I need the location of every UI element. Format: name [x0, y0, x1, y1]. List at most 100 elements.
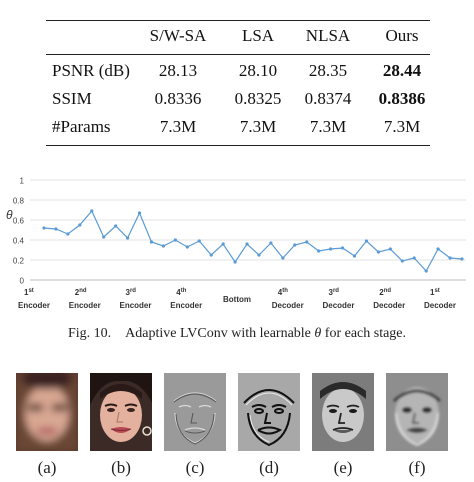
data-point — [102, 235, 106, 239]
data-point — [352, 254, 357, 258]
stage-ordinal: 3rd — [329, 288, 340, 297]
stage-ordinal: 4th — [176, 288, 186, 297]
table-cell: 28.13 — [158, 61, 198, 80]
table-cell-best: 0.8386 — [378, 89, 426, 108]
col-header-ours: Ours — [385, 26, 419, 45]
data-point — [149, 240, 154, 244]
data-point — [317, 249, 321, 253]
table-row-params: #Params 7.3M 7.3M 7.3M 7.3M — [46, 117, 430, 139]
data-point — [293, 243, 297, 247]
panel-label-f: (f) — [408, 458, 426, 477]
caption-theta: θ — [314, 326, 322, 341]
data-point — [126, 236, 130, 240]
panel-label-a: (a) — [37, 458, 57, 477]
stage-ordinal: 3rd — [126, 288, 137, 297]
stage-ordinal: 1st — [430, 288, 440, 297]
table-cell: 28.35 — [308, 61, 348, 80]
data-point — [66, 232, 70, 236]
stage-name: Decoder — [322, 301, 354, 310]
theta-series — [42, 209, 464, 273]
stage-name: Decoder — [272, 301, 304, 310]
stage-name: Decoder — [424, 301, 456, 310]
table-cell-best: 28.44 — [382, 61, 422, 80]
panel-label-b: (b) — [111, 458, 131, 477]
y-tick-label: 1 — [20, 177, 25, 186]
panel-label-c: (c) — [185, 458, 205, 477]
table-header-row: S/W-SA LSA NLSA Ours — [46, 26, 430, 48]
row-label: PSNR (dB) — [52, 61, 130, 80]
data-point — [305, 240, 309, 244]
data-point — [388, 247, 392, 251]
col-header-nlsa: NLSA — [305, 26, 351, 45]
data-point — [436, 247, 440, 251]
data-point — [233, 260, 237, 264]
panel-a-blurred-face — [16, 373, 78, 451]
stage-name: Decoder — [373, 301, 405, 310]
stage-name: Encoder — [119, 301, 151, 310]
col-header-sw-sa: S/W-SA — [149, 26, 207, 45]
stage-ordinal: 2nd — [75, 288, 87, 297]
panel-d-line-map — [238, 373, 300, 451]
panel-c-edge-map — [164, 373, 226, 451]
data-point — [197, 239, 201, 243]
data-point — [340, 246, 345, 250]
stage-name: Bottom — [223, 295, 251, 304]
col-header-lsa: LSA — [241, 26, 275, 45]
stage-name: Encoder — [170, 301, 202, 310]
data-point — [161, 244, 166, 248]
panel-label-d: (d) — [259, 458, 279, 477]
stage-labels: 1st Encoder 2nd Encoder 3rd Encoder 4th Encoder… — [18, 288, 456, 310]
panel-b-sharp-face — [90, 373, 152, 451]
series-line — [43, 209, 463, 273]
data-point — [281, 256, 285, 260]
stage-ordinal: 4th — [278, 288, 288, 297]
caption-text-post: for each stage. — [321, 326, 407, 341]
table-cell: 7.3M — [159, 117, 197, 136]
table-bottom-rule — [46, 145, 430, 147]
data-point — [400, 259, 404, 263]
data-point — [376, 250, 380, 254]
data-point — [221, 242, 225, 246]
figure-caption: Fig. 10. Adaptive LVConv with learnable θ… — [0, 326, 474, 342]
stage-ordinal: 2nd — [379, 288, 391, 297]
data-point — [412, 256, 416, 260]
table-row-psnr: PSNR (dB) 28.13 28.10 28.35 28.44 — [46, 61, 430, 83]
table-cell: 7.3M — [239, 117, 277, 136]
table-cell: 7.3M — [383, 117, 421, 136]
data-point — [257, 253, 261, 257]
row-label: SSIM — [52, 89, 92, 108]
caption-text-pre: Adaptive LVConv with learnable — [125, 326, 315, 341]
data-point — [209, 253, 213, 257]
table-cell: 28.10 — [238, 61, 278, 80]
data-point — [424, 269, 428, 273]
table-cell: 0.8325 — [234, 89, 282, 108]
data-point — [245, 242, 249, 246]
panel-f-smooth-map — [386, 373, 448, 451]
y-tick-label: 0 — [20, 277, 25, 286]
table-row-ssim: SSIM 0.8336 0.8325 0.8374 0.8386 — [46, 89, 430, 111]
row-label: #Params — [52, 117, 111, 136]
data-point — [137, 211, 142, 215]
data-point — [42, 226, 46, 230]
chart-grid — [30, 179, 466, 281]
y-tick-label: 0.8 — [13, 197, 25, 206]
table-cell: 0.8336 — [154, 89, 202, 108]
stage-name: Encoder — [18, 301, 50, 310]
panel-label-e: (e) — [333, 458, 353, 477]
data-point — [78, 223, 82, 227]
data-point — [329, 247, 333, 251]
data-point — [448, 256, 452, 260]
theta-line-chart: 0 0.2 0.4 0.6 0.8 1 θ 1st Encoder 2nd Encoder 3rd… — [6, 177, 466, 310]
table-cell: 0.8374 — [304, 89, 352, 108]
y-tick-label: 0.6 — [13, 217, 25, 226]
table-top-rule — [46, 20, 430, 22]
y-tick-labels: 0 0.2 0.4 0.6 0.8 1 — [13, 177, 25, 286]
caption-fig-number: Fig. 10. — [67, 326, 112, 341]
stage-name: Encoder — [69, 301, 101, 310]
data-point — [364, 239, 369, 243]
panel-e-adaptive-map — [312, 373, 374, 451]
data-point — [173, 238, 177, 242]
y-tick-label: 0.4 — [13, 237, 25, 246]
y-axis-label: θ — [6, 208, 13, 222]
data-point — [114, 224, 118, 228]
